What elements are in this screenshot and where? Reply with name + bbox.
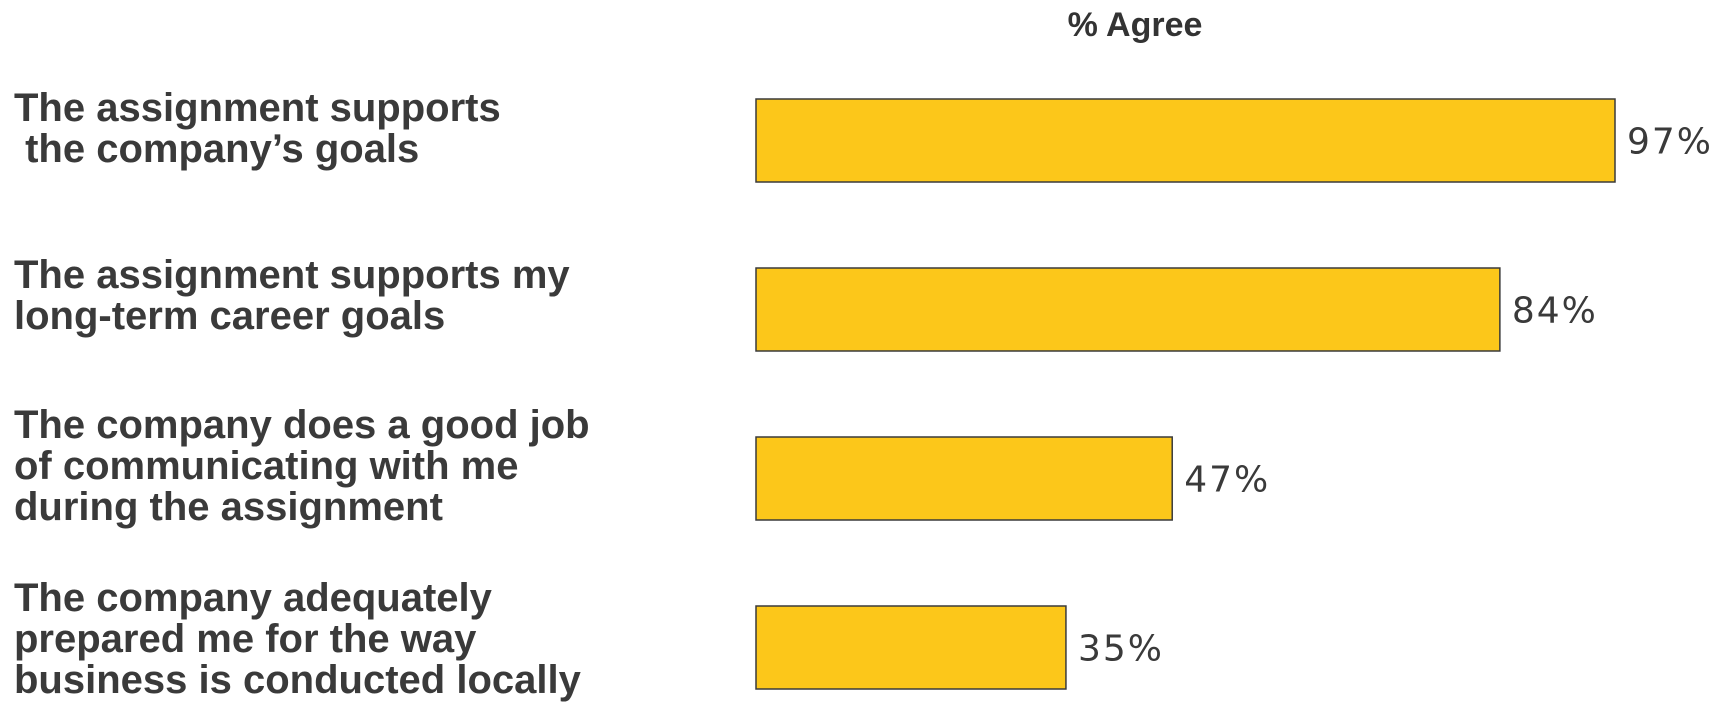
category-label-2: The assignment supports my long-term car… — [14, 253, 570, 338]
bar-1 — [755, 98, 1616, 183]
bar-value-label-1: 97% — [1627, 122, 1713, 163]
bar-value-label-2: 84% — [1512, 291, 1598, 332]
category-label-3: The company does a good job of communica… — [14, 403, 590, 529]
bar-value-label-3: 47% — [1184, 460, 1270, 501]
bar-4 — [755, 605, 1067, 690]
chart-title: % Agree — [1067, 6, 1203, 44]
bar-value-label-4: 35% — [1078, 629, 1164, 670]
bar-3 — [755, 436, 1173, 521]
category-label-1: The assignment supports the company’s go… — [14, 86, 501, 171]
bar-2 — [755, 267, 1501, 352]
category-label-4: The company adequately prepared me for t… — [14, 576, 581, 702]
